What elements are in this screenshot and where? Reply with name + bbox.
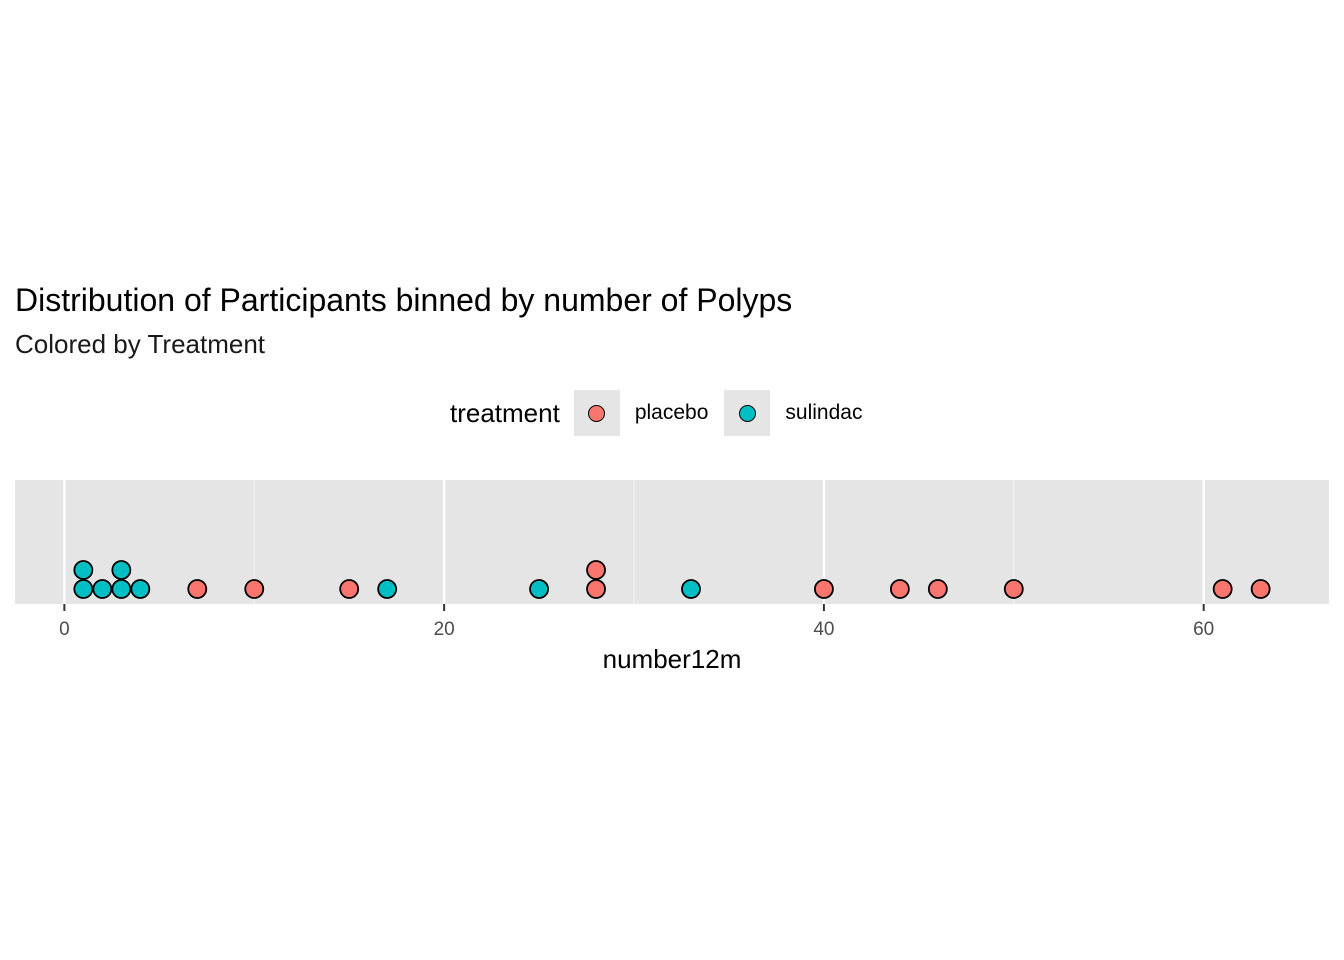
legend-item-sulindac: sulindac (724, 390, 862, 436)
dot-placebo (814, 579, 834, 599)
dot-placebo (586, 560, 606, 580)
dot-sulindac (73, 579, 94, 599)
dot-placebo (1003, 579, 1024, 599)
legend-swatch-sulindac (738, 404, 756, 422)
legend-item-placebo: placebo (573, 390, 709, 436)
dot-placebo (1212, 579, 1233, 599)
dot-placebo (889, 579, 910, 599)
dot-sulindac (73, 560, 94, 580)
dot-sulindac (377, 579, 398, 599)
x-tick-label: 40 (813, 619, 834, 640)
dot-sulindac (111, 560, 132, 580)
x-tick-label: 0 (59, 619, 70, 640)
dot-placebo (244, 579, 265, 599)
dot-sulindac (130, 579, 151, 599)
chart-title: Distribution of Participants binned by n… (15, 282, 793, 318)
dot-sulindac (529, 579, 549, 599)
panel-background (15, 480, 1329, 604)
legend-key-placebo (573, 390, 620, 436)
legend-label-placebo: placebo (634, 401, 709, 424)
dot-sulindac (681, 579, 701, 599)
legend-swatch-placebo (588, 404, 606, 422)
x-axis-title: number12m (603, 644, 742, 674)
legend-title: treatment (450, 398, 560, 428)
dot-placebo (339, 579, 360, 599)
dot-placebo (187, 579, 208, 599)
dot-placebo (1250, 579, 1271, 599)
legend: treatment placebo sulindac (450, 390, 878, 436)
legend-label-sulindac: sulindac (785, 401, 863, 424)
dot-sulindac (92, 579, 113, 599)
chart-subtitle: Colored by Treatment (15, 329, 266, 359)
legend-key-sulindac (724, 390, 771, 436)
dot-sulindac (111, 579, 132, 599)
x-tick-label: 20 (434, 619, 455, 640)
x-tick-label: 60 (1193, 619, 1214, 640)
dot-placebo (927, 579, 948, 599)
dot-placebo (586, 579, 606, 599)
